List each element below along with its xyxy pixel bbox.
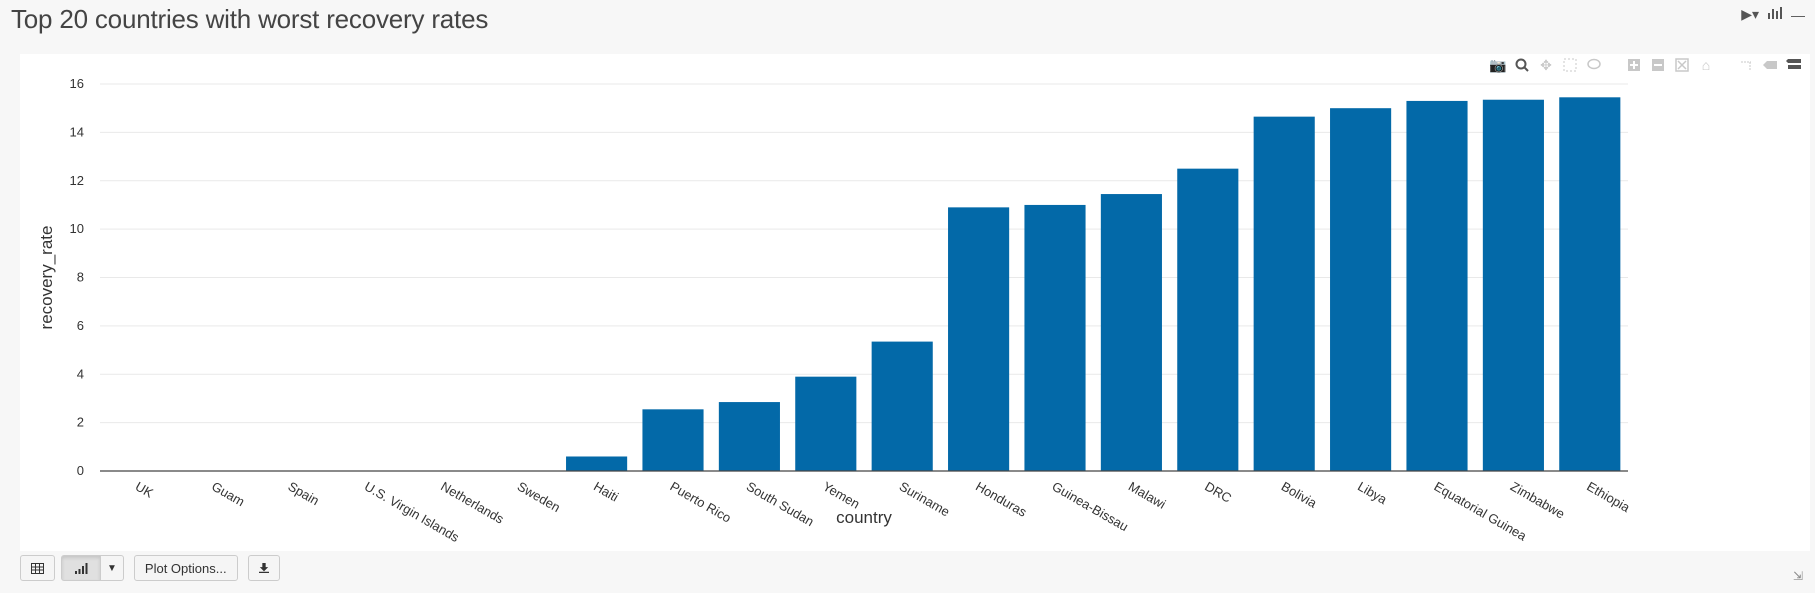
y-tick-label: 2 xyxy=(77,415,84,430)
hover-closest-icon[interactable] xyxy=(1761,56,1779,74)
plot-modebar: 📷 ✥ ⌂ xyxy=(1489,56,1803,74)
spike-lines-icon[interactable] xyxy=(1737,56,1755,74)
x-tick-label: Ethiopia xyxy=(1584,479,1633,516)
bar[interactable] xyxy=(1100,194,1162,471)
bar[interactable] xyxy=(1253,116,1315,471)
bar[interactable] xyxy=(1406,100,1468,472)
download-button[interactable] xyxy=(247,555,280,581)
caret-down-icon: ▼ xyxy=(107,562,117,574)
x-tick-label: Netherlands xyxy=(438,479,507,527)
run-dropdown-icon[interactable]: ▶▾ xyxy=(1741,6,1759,22)
y-axis-title: recovery_rate xyxy=(37,226,56,330)
x-tick-label: Puerto Rico xyxy=(668,479,734,526)
minus-icon[interactable]: — xyxy=(1791,6,1805,23)
bar[interactable] xyxy=(871,341,933,471)
x-tick-label: Spain xyxy=(286,479,322,509)
y-tick-label: 10 xyxy=(70,221,84,236)
y-tick-label: 14 xyxy=(70,124,84,139)
bar[interactable] xyxy=(1330,108,1392,471)
bar[interactable] xyxy=(566,456,628,471)
box-select-icon[interactable] xyxy=(1561,56,1579,74)
output-toolbar: ▼ Plot Options... xyxy=(20,552,280,584)
plot-options-button[interactable]: Plot Options... xyxy=(133,555,238,581)
autoscale-icon[interactable] xyxy=(1673,56,1691,74)
x-tick-label: Yemen xyxy=(820,479,862,512)
zoom-icon[interactable] xyxy=(1513,56,1531,74)
chart-view-group: ▼ xyxy=(61,555,124,581)
x-tick-label: Sweden xyxy=(515,479,563,515)
download-icon xyxy=(258,563,269,573)
x-tick-label: DRC xyxy=(1202,479,1234,506)
x-tick-label: UK xyxy=(133,479,156,501)
bar-chart-icon[interactable] xyxy=(1767,6,1783,23)
pan-icon[interactable]: ✥ xyxy=(1540,56,1552,73)
y-tick-label: 0 xyxy=(77,463,84,478)
plot-container: 0 2 4 6 8 10 12 14 16 UK Guam Spain U.S. Virgin Isla… xyxy=(20,54,1810,551)
x-tick-label: Bolivia xyxy=(1279,479,1320,512)
camera-icon[interactable]: 📷 xyxy=(1489,56,1507,73)
y-tick-label: 4 xyxy=(77,366,84,381)
x-tick-label: Malawi xyxy=(1126,479,1169,512)
y-tick-label: 8 xyxy=(77,270,84,285)
bar[interactable] xyxy=(1024,204,1086,471)
x-tick-label: South Sudan xyxy=(744,479,817,530)
bar[interactable] xyxy=(642,409,704,471)
bar-chart-icon xyxy=(74,562,87,574)
cell-toolbar: ▶▾ — xyxy=(1741,6,1805,23)
y-tick-label: 6 xyxy=(77,318,84,333)
home-icon[interactable]: ⌂ xyxy=(1701,57,1711,73)
y-tick-label: 16 xyxy=(70,76,84,91)
x-tick-label: Guinea-Bissau xyxy=(1050,479,1131,535)
resize-handle-icon[interactable]: ⇲ xyxy=(1792,569,1803,583)
table-view-button[interactable] xyxy=(20,555,55,581)
x-tick-label: Honduras xyxy=(973,479,1030,520)
table-icon xyxy=(31,562,44,574)
x-tick-label: Suriname xyxy=(897,479,953,520)
chart-view-button[interactable] xyxy=(61,555,101,581)
y-tick-label: 12 xyxy=(70,173,84,188)
x-tick-label: Zimbabwe xyxy=(1508,479,1567,522)
hover-compare-icon[interactable] xyxy=(1785,56,1803,74)
x-axis-title: country xyxy=(836,508,892,527)
chart-type-dropdown[interactable]: ▼ xyxy=(101,555,124,581)
lasso-icon[interactable] xyxy=(1585,56,1603,74)
x-tick-label: Libya xyxy=(1355,479,1390,508)
page-title: Top 20 countries with worst recovery rat… xyxy=(11,4,489,34)
bar[interactable] xyxy=(718,402,780,471)
bar[interactable] xyxy=(948,207,1010,471)
bar[interactable] xyxy=(1177,168,1239,471)
zoom-in-icon[interactable] xyxy=(1625,56,1643,74)
bar[interactable] xyxy=(1559,97,1621,471)
zoom-out-icon[interactable] xyxy=(1649,56,1667,74)
bar[interactable] xyxy=(795,376,857,471)
x-tick-label: Haiti xyxy=(591,479,621,505)
bar[interactable] xyxy=(1482,99,1544,472)
x-tick-label: Guam xyxy=(209,479,247,510)
